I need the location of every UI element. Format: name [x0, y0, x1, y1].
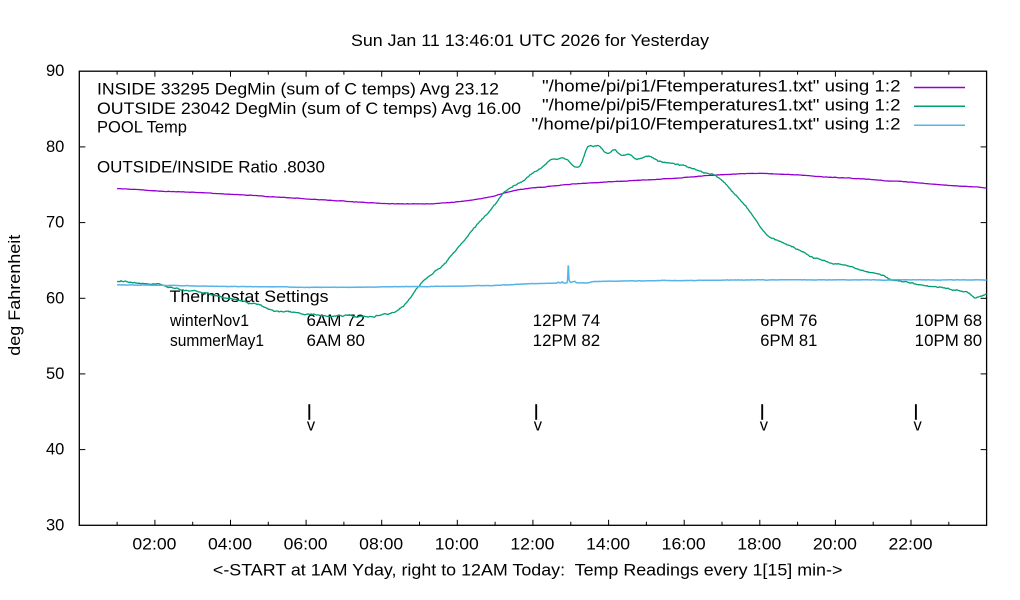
svg-text:08:00: 08:00: [359, 535, 403, 553]
svg-text:12:00: 12:00: [510, 535, 554, 553]
svg-text:6PM 81: 6PM 81: [760, 332, 817, 350]
svg-text:OUTSIDE/INSIDE Ratio .8030: OUTSIDE/INSIDE Ratio .8030: [97, 159, 325, 177]
svg-text:winterNov1: winterNov1: [169, 312, 249, 330]
svg-text:20:00: 20:00: [813, 535, 857, 553]
svg-text:04:00: 04:00: [208, 535, 252, 553]
svg-text:"/home/pi/pi1/Ftemperatures1.t: "/home/pi/pi1/Ftemperatures1.txt" using …: [542, 78, 901, 96]
svg-text:02:00: 02:00: [132, 535, 176, 553]
svg-text:v: v: [534, 417, 543, 435]
svg-text:"/home/pi/pi10/Ftemperatures1.: "/home/pi/pi10/Ftemperatures1.txt" using…: [532, 116, 901, 134]
svg-text:16:00: 16:00: [662, 535, 706, 553]
svg-text:summerMay1: summerMay1: [170, 332, 264, 350]
svg-text:70: 70: [46, 214, 64, 232]
svg-text:22:00: 22:00: [889, 535, 933, 553]
svg-text:v: v: [307, 417, 316, 435]
svg-text:deg Fahrenheit: deg Fahrenheit: [6, 234, 24, 355]
svg-text:INSIDE 33295 DegMin (sum of C: INSIDE 33295 DegMin (sum of C temps) Avg…: [97, 81, 499, 99]
svg-text:40: 40: [46, 441, 64, 459]
svg-text:12PM 74: 12PM 74: [533, 312, 601, 330]
svg-text:POOL Temp: POOL Temp: [97, 119, 187, 137]
svg-text:6PM 76: 6PM 76: [760, 312, 817, 330]
svg-text:10PM 68: 10PM 68: [915, 312, 983, 330]
svg-text:v: v: [913, 417, 922, 435]
svg-text:Sun Jan 11 13:46:01 UTC 2026 f: Sun Jan 11 13:46:01 UTC 2026 for Yesterd…: [351, 32, 710, 50]
svg-text:90: 90: [46, 62, 64, 80]
svg-text:80: 80: [46, 138, 64, 156]
svg-text:10:00: 10:00: [435, 535, 479, 553]
svg-text:18:00: 18:00: [737, 535, 781, 553]
svg-text:OUTSIDE 23042 DegMin (sum of C: OUTSIDE 23042 DegMin (sum of C temps) Av…: [97, 100, 521, 118]
svg-text:14:00: 14:00: [586, 535, 630, 553]
svg-text:30: 30: [46, 516, 64, 534]
svg-text:12PM 82: 12PM 82: [533, 332, 601, 350]
svg-text:50: 50: [46, 365, 64, 383]
svg-text:v: v: [760, 417, 769, 435]
svg-text:Thermostat Settings: Thermostat Settings: [170, 288, 329, 306]
svg-text:"/home/pi/pi5/Ftemperatures1.t: "/home/pi/pi5/Ftemperatures1.txt" using …: [542, 97, 901, 115]
svg-text:6AM 80: 6AM 80: [307, 332, 366, 350]
svg-text:<-START at 1AM Yday, right to: <-START at 1AM Yday, right to 12AM Today…: [213, 562, 843, 580]
svg-text:60: 60: [46, 289, 64, 307]
svg-text:06:00: 06:00: [284, 535, 328, 553]
svg-text:10PM 80: 10PM 80: [915, 332, 983, 350]
